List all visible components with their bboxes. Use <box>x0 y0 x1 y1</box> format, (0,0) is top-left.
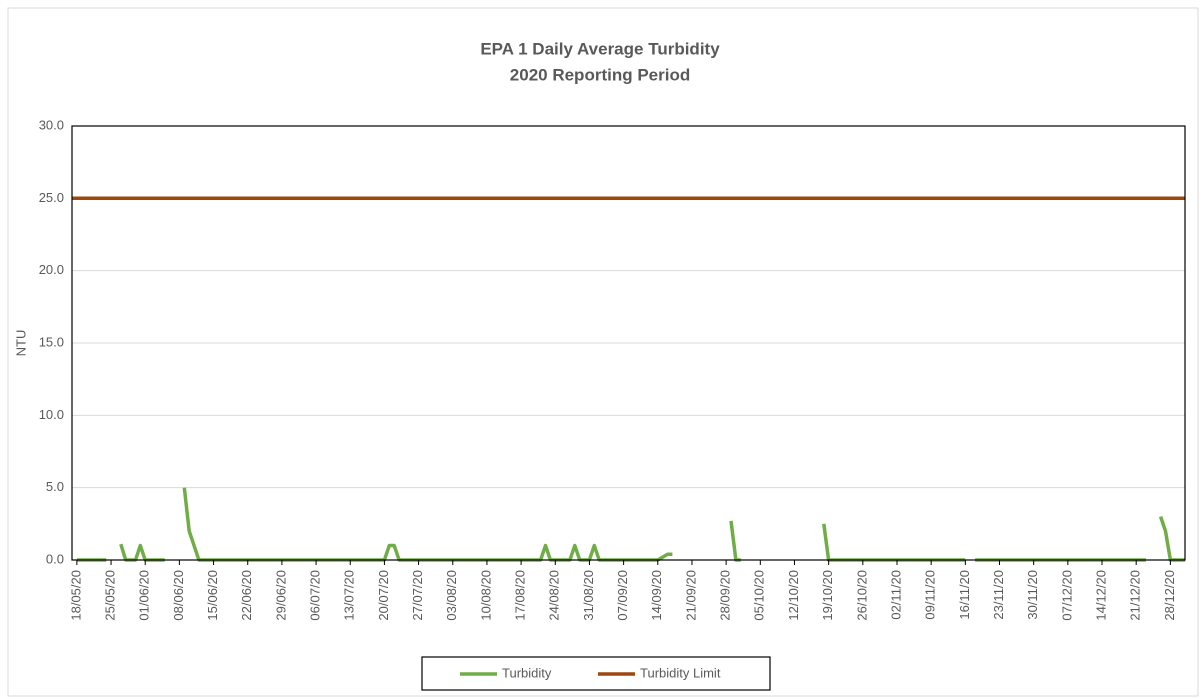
x-tick-label: 02/11/20 <box>888 570 903 620</box>
x-tick-label: 05/10/20 <box>752 570 767 621</box>
chart-frame <box>7 7 1199 697</box>
x-tick-label: 31/08/20 <box>581 570 596 621</box>
y-tick-label: 0.0 <box>46 551 64 566</box>
x-tick-label: 14/12/20 <box>1093 570 1108 621</box>
x-tick-label: 13/07/20 <box>342 570 357 621</box>
x-tick-label: 07/12/20 <box>1059 570 1074 621</box>
x-tick-label: 20/07/20 <box>376 570 391 621</box>
x-tick-label: 22/06/20 <box>239 570 254 621</box>
x-tick-label: 15/06/20 <box>205 570 220 621</box>
y-axis-label: NTU <box>13 330 28 357</box>
x-tick-label: 21/09/20 <box>683 570 698 621</box>
x-tick-label: 30/11/20 <box>1025 570 1040 620</box>
x-tick-label: 07/09/20 <box>615 570 630 621</box>
y-tick-label: 25.0 <box>39 190 64 205</box>
y-tick-label: 10.0 <box>39 407 64 422</box>
x-tick-label: 28/09/20 <box>718 570 733 621</box>
x-tick-label: 27/07/20 <box>410 570 425 621</box>
x-tick-label: 14/09/20 <box>649 570 664 621</box>
x-tick-label: 08/06/20 <box>171 570 186 621</box>
x-tick-label: 21/12/20 <box>1128 570 1143 621</box>
plot-frame <box>71 125 1186 561</box>
x-tick-label: 23/11/20 <box>991 570 1006 620</box>
x-tick-label: 06/07/20 <box>308 570 323 621</box>
x-tick-label: 19/10/20 <box>820 570 835 621</box>
x-tick-label: 12/10/20 <box>786 570 801 621</box>
y-tick-label: 15.0 <box>39 334 64 349</box>
x-tick-label: 17/08/20 <box>513 570 528 621</box>
y-tick-label: 5.0 <box>46 479 64 494</box>
x-tick-label: 18/05/20 <box>68 570 83 621</box>
legend-label: Turbidity Limit <box>640 665 721 680</box>
y-tick-label: 30.0 <box>39 117 64 132</box>
legend-label: Turbidity <box>502 665 552 680</box>
x-tick-label: 24/08/20 <box>547 570 562 621</box>
chart-title: EPA 1 Daily Average Turbidity <box>480 39 720 58</box>
x-tick-label: 01/06/20 <box>137 570 152 621</box>
chart-subtitle: 2020 Reporting Period <box>510 65 690 84</box>
y-tick-label: 20.0 <box>39 262 64 277</box>
x-tick-label: 10/08/20 <box>478 570 493 621</box>
x-tick-label: 09/11/20 <box>923 570 938 620</box>
x-tick-label: 16/11/20 <box>957 570 972 620</box>
x-tick-label: 29/06/20 <box>273 570 288 621</box>
x-tick-label: 26/10/20 <box>854 570 869 621</box>
x-tick-label: 28/12/20 <box>1162 570 1177 621</box>
x-tick-label: 03/08/20 <box>444 570 459 621</box>
x-tick-label: 25/05/20 <box>102 570 117 621</box>
